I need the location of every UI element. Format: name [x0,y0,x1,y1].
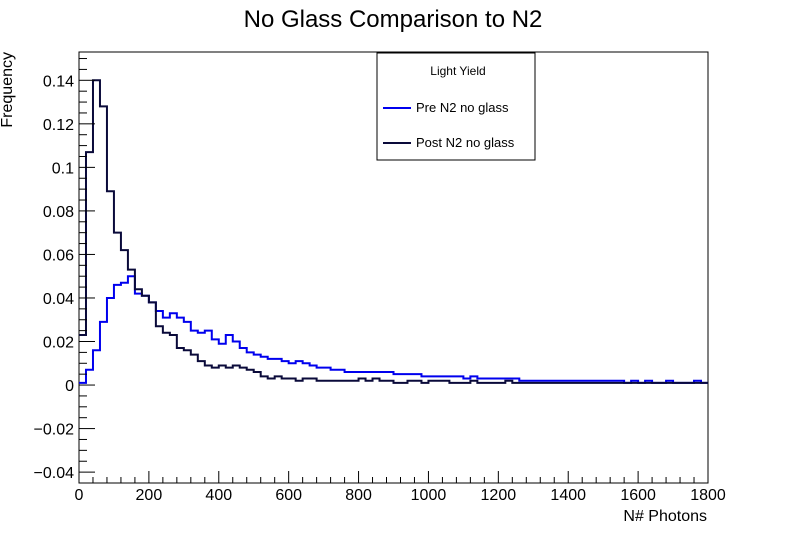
x-tick-label: 1600 [620,487,656,504]
x-tick-label: 0 [75,487,84,504]
x-tick-label: 600 [275,487,302,504]
chart-title: No Glass Comparison to N2 [244,6,543,33]
x-tick-label: 1200 [481,487,517,504]
legend-label-post-n2: Post N2 no glass [416,135,515,150]
series-layer [79,79,708,384]
x-axis: 0 200 400 600 800 1000 1200 1400 1600 1800 [75,471,726,504]
y-tick-label: 0.04 [43,291,74,308]
legend-label-pre-n2: Pre N2 no glass [416,100,509,115]
y-tick-label: −0.04 [34,465,75,482]
x-tick-label: 1400 [550,487,586,504]
x-tick-label: 200 [136,487,163,504]
series-line-post-n2 [79,79,708,384]
x-axis-title: N# Photons [623,508,707,525]
x-tick-label: 1000 [411,487,447,504]
y-axis-title: Frequency [0,52,16,128]
x-tick-label: 400 [205,487,232,504]
y-tick-label: 0.12 [43,117,74,134]
y-tick-label: 0.02 [43,335,74,352]
y-tick-label: 0.08 [43,204,74,221]
legend-title: Light Yield [430,64,485,78]
x-tick-label: 1800 [690,487,726,504]
y-tick-label: 0.1 [52,160,74,177]
x-tick-label: 800 [345,487,372,504]
plot-frame [78,51,709,484]
series-line-pre-n2 [79,275,708,384]
y-tick-label: −0.02 [34,422,75,439]
y-tick-label: 0.06 [43,247,74,264]
y-tick-label: 0 [65,378,74,395]
y-axis: −0.04 −0.02 0 0.02 0.04 0.06 0.08 0.1 0.12 0.14 [34,58,95,484]
y-tick-label: 0.14 [43,73,74,90]
legend: Light Yield Pre N2 no glass Post N2 no g… [376,52,536,161]
